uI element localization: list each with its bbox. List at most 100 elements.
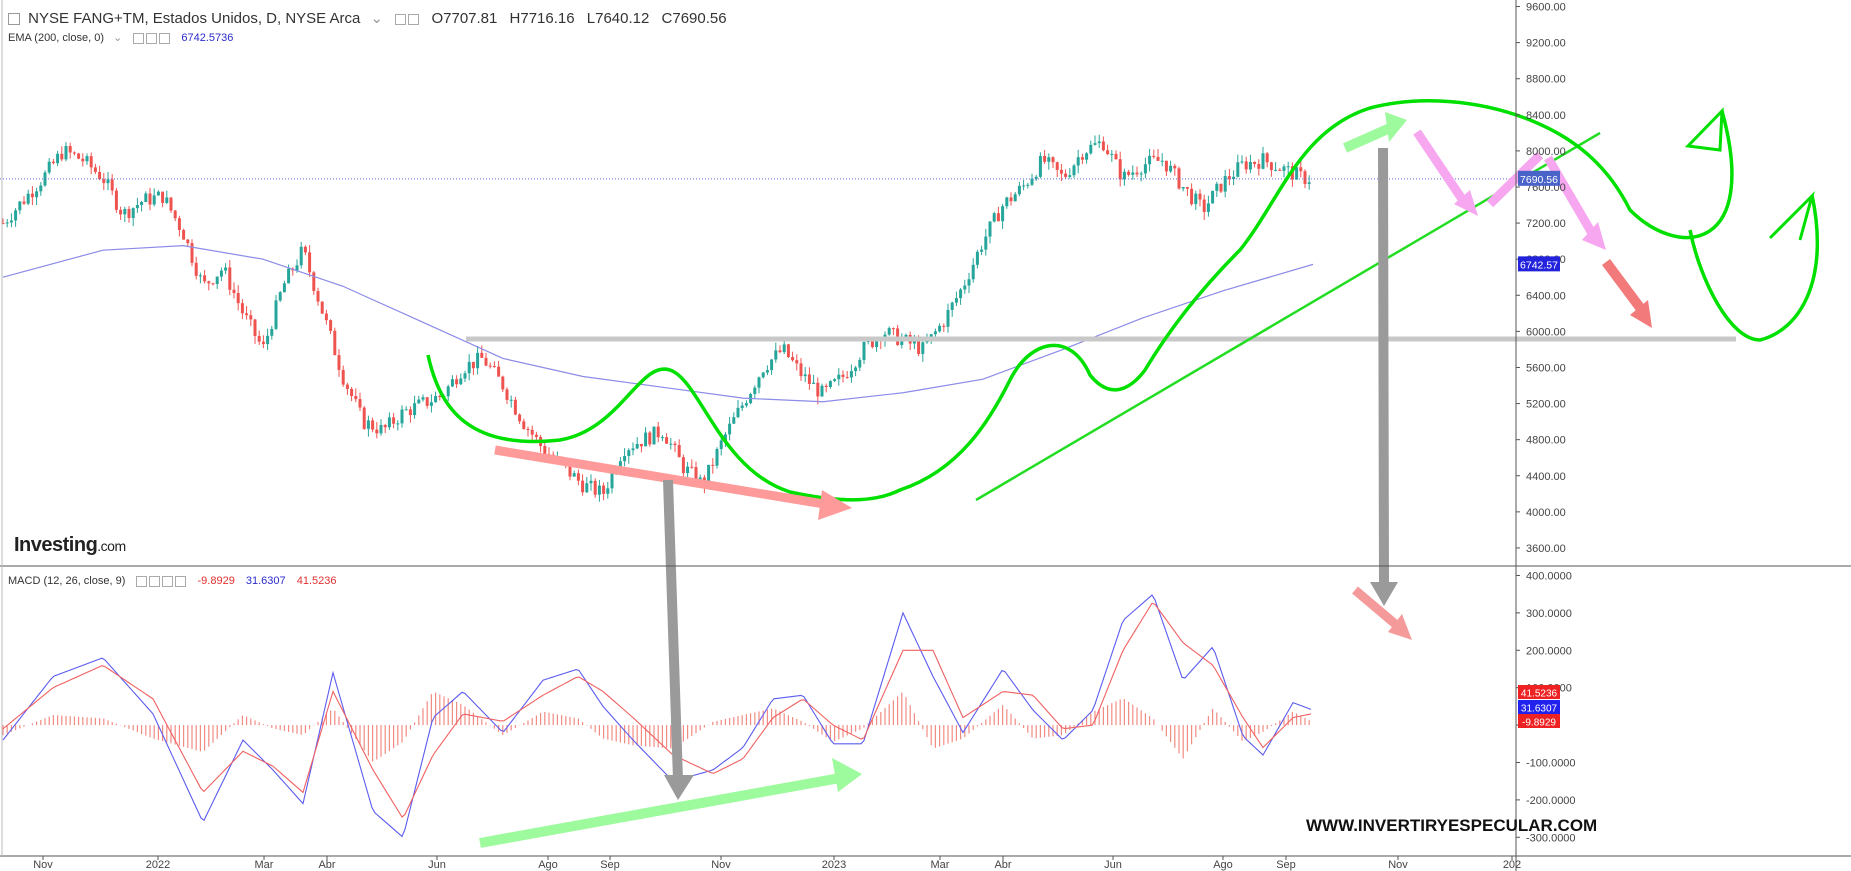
- candle-body: [795, 360, 799, 364]
- candle-body: [194, 262, 198, 276]
- candle-body: [980, 249, 984, 252]
- candle-body: [1307, 182, 1311, 184]
- candle-body: [1127, 171, 1131, 175]
- candle-body: [912, 341, 916, 344]
- candle-body: [1173, 165, 1177, 169]
- candle-body: [1190, 188, 1194, 205]
- candle-body: [1160, 160, 1164, 162]
- candle-body: [875, 338, 879, 348]
- candle-body: [1026, 184, 1030, 186]
- red-arrow-price: [494, 445, 831, 510]
- close-icon[interactable]: [162, 575, 174, 587]
- ema-line: [0, 178, 1516, 403]
- price-tick-label: 4400.00: [1526, 471, 1566, 483]
- candle-body: [833, 379, 837, 382]
- candle-body: [1223, 176, 1227, 192]
- candle-body: [324, 313, 328, 321]
- candle-body: [786, 344, 790, 358]
- time-tick-label: Sep: [600, 859, 620, 871]
- macd-tick-label: -200.0000: [1526, 795, 1576, 807]
- eye-icon[interactable]: [136, 575, 148, 587]
- candle-body: [102, 179, 106, 184]
- time-tick-label: Abr: [318, 859, 335, 871]
- candle-body: [770, 359, 774, 371]
- candle-body: [190, 243, 194, 263]
- candle-body: [1303, 171, 1307, 184]
- time-tick-label: Mar: [931, 859, 950, 871]
- candle-body: [396, 423, 400, 425]
- candle-body: [459, 378, 463, 385]
- more-icon[interactable]: [175, 575, 187, 587]
- candle-body: [568, 465, 572, 477]
- candle-body: [513, 399, 517, 415]
- investing-logo: Investing.com: [14, 534, 126, 556]
- gray-arrow-left: [663, 479, 683, 781]
- candle-body: [64, 146, 68, 160]
- candle-body: [152, 195, 156, 205]
- high-value: H7716.16: [509, 10, 575, 27]
- candle-body: [820, 385, 824, 397]
- candle-body: [207, 281, 211, 284]
- candle-body: [240, 303, 244, 314]
- green-arrowhead: [832, 758, 862, 792]
- candle-body: [312, 272, 316, 292]
- close-value: C7690.56: [661, 10, 727, 27]
- candle-body: [131, 208, 135, 219]
- price-tick-label: 3600.00: [1526, 543, 1566, 555]
- time-tick-label: Abr: [994, 859, 1011, 871]
- candle-body: [602, 485, 606, 494]
- candle-body: [1030, 178, 1034, 185]
- candle-body: [56, 153, 60, 164]
- candle-body: [463, 373, 467, 379]
- candle-body: [1110, 153, 1114, 155]
- settings-icon[interactable]: [408, 13, 420, 25]
- candle-body: [30, 193, 34, 198]
- candle-body: [177, 218, 181, 230]
- candle-body: [144, 193, 148, 202]
- close-icon[interactable]: [159, 32, 171, 44]
- candle-body: [404, 409, 408, 411]
- green-curve-spacer: [1666, 270, 1700, 340]
- candle-body: [576, 473, 580, 481]
- candle-body: [1232, 176, 1236, 180]
- candle-body: [211, 283, 215, 285]
- eye-icon[interactable]: [395, 13, 407, 25]
- candle-body: [963, 285, 967, 290]
- candle-body: [593, 480, 597, 495]
- candle-body: [1244, 161, 1248, 170]
- candle-body: [282, 283, 286, 293]
- candle-body: [379, 425, 383, 434]
- candle-body: [446, 386, 450, 397]
- candle-body: [253, 319, 257, 336]
- settings-icon[interactable]: [149, 575, 161, 587]
- gray-arrow-right: [1378, 147, 1389, 586]
- candle-body: [740, 405, 744, 408]
- more-icon[interactable]: ⌄: [370, 10, 384, 27]
- macd-hist-value: -9.8929: [197, 575, 235, 587]
- candle-body: [900, 338, 904, 345]
- candle-body: [711, 464, 715, 466]
- candle-body: [757, 377, 761, 388]
- green-arrow-top: [1342, 123, 1393, 153]
- candle-body: [959, 289, 963, 299]
- candle-body: [341, 369, 345, 385]
- candle-body: [917, 341, 921, 354]
- price-tick-label: 9600.00: [1526, 2, 1566, 14]
- collapse-icon[interactable]: [8, 13, 20, 26]
- candle-body: [774, 350, 778, 360]
- candle-body: [967, 279, 971, 286]
- time-tick-label: 202: [1503, 859, 1521, 871]
- candle-body: [497, 366, 501, 377]
- candle-body: [736, 407, 740, 418]
- candle-body: [1202, 199, 1206, 212]
- settings-icon[interactable]: [146, 32, 158, 44]
- candle-body: [47, 161, 51, 173]
- candle-body: [471, 361, 475, 369]
- candle-body: [778, 350, 782, 353]
- eye-icon[interactable]: [133, 32, 145, 44]
- more-icon[interactable]: ⌄: [113, 32, 123, 44]
- macd-value-label: -9.8929: [1522, 718, 1556, 729]
- candle-body: [627, 450, 631, 457]
- candle-body: [690, 466, 694, 468]
- candle-body: [215, 276, 219, 285]
